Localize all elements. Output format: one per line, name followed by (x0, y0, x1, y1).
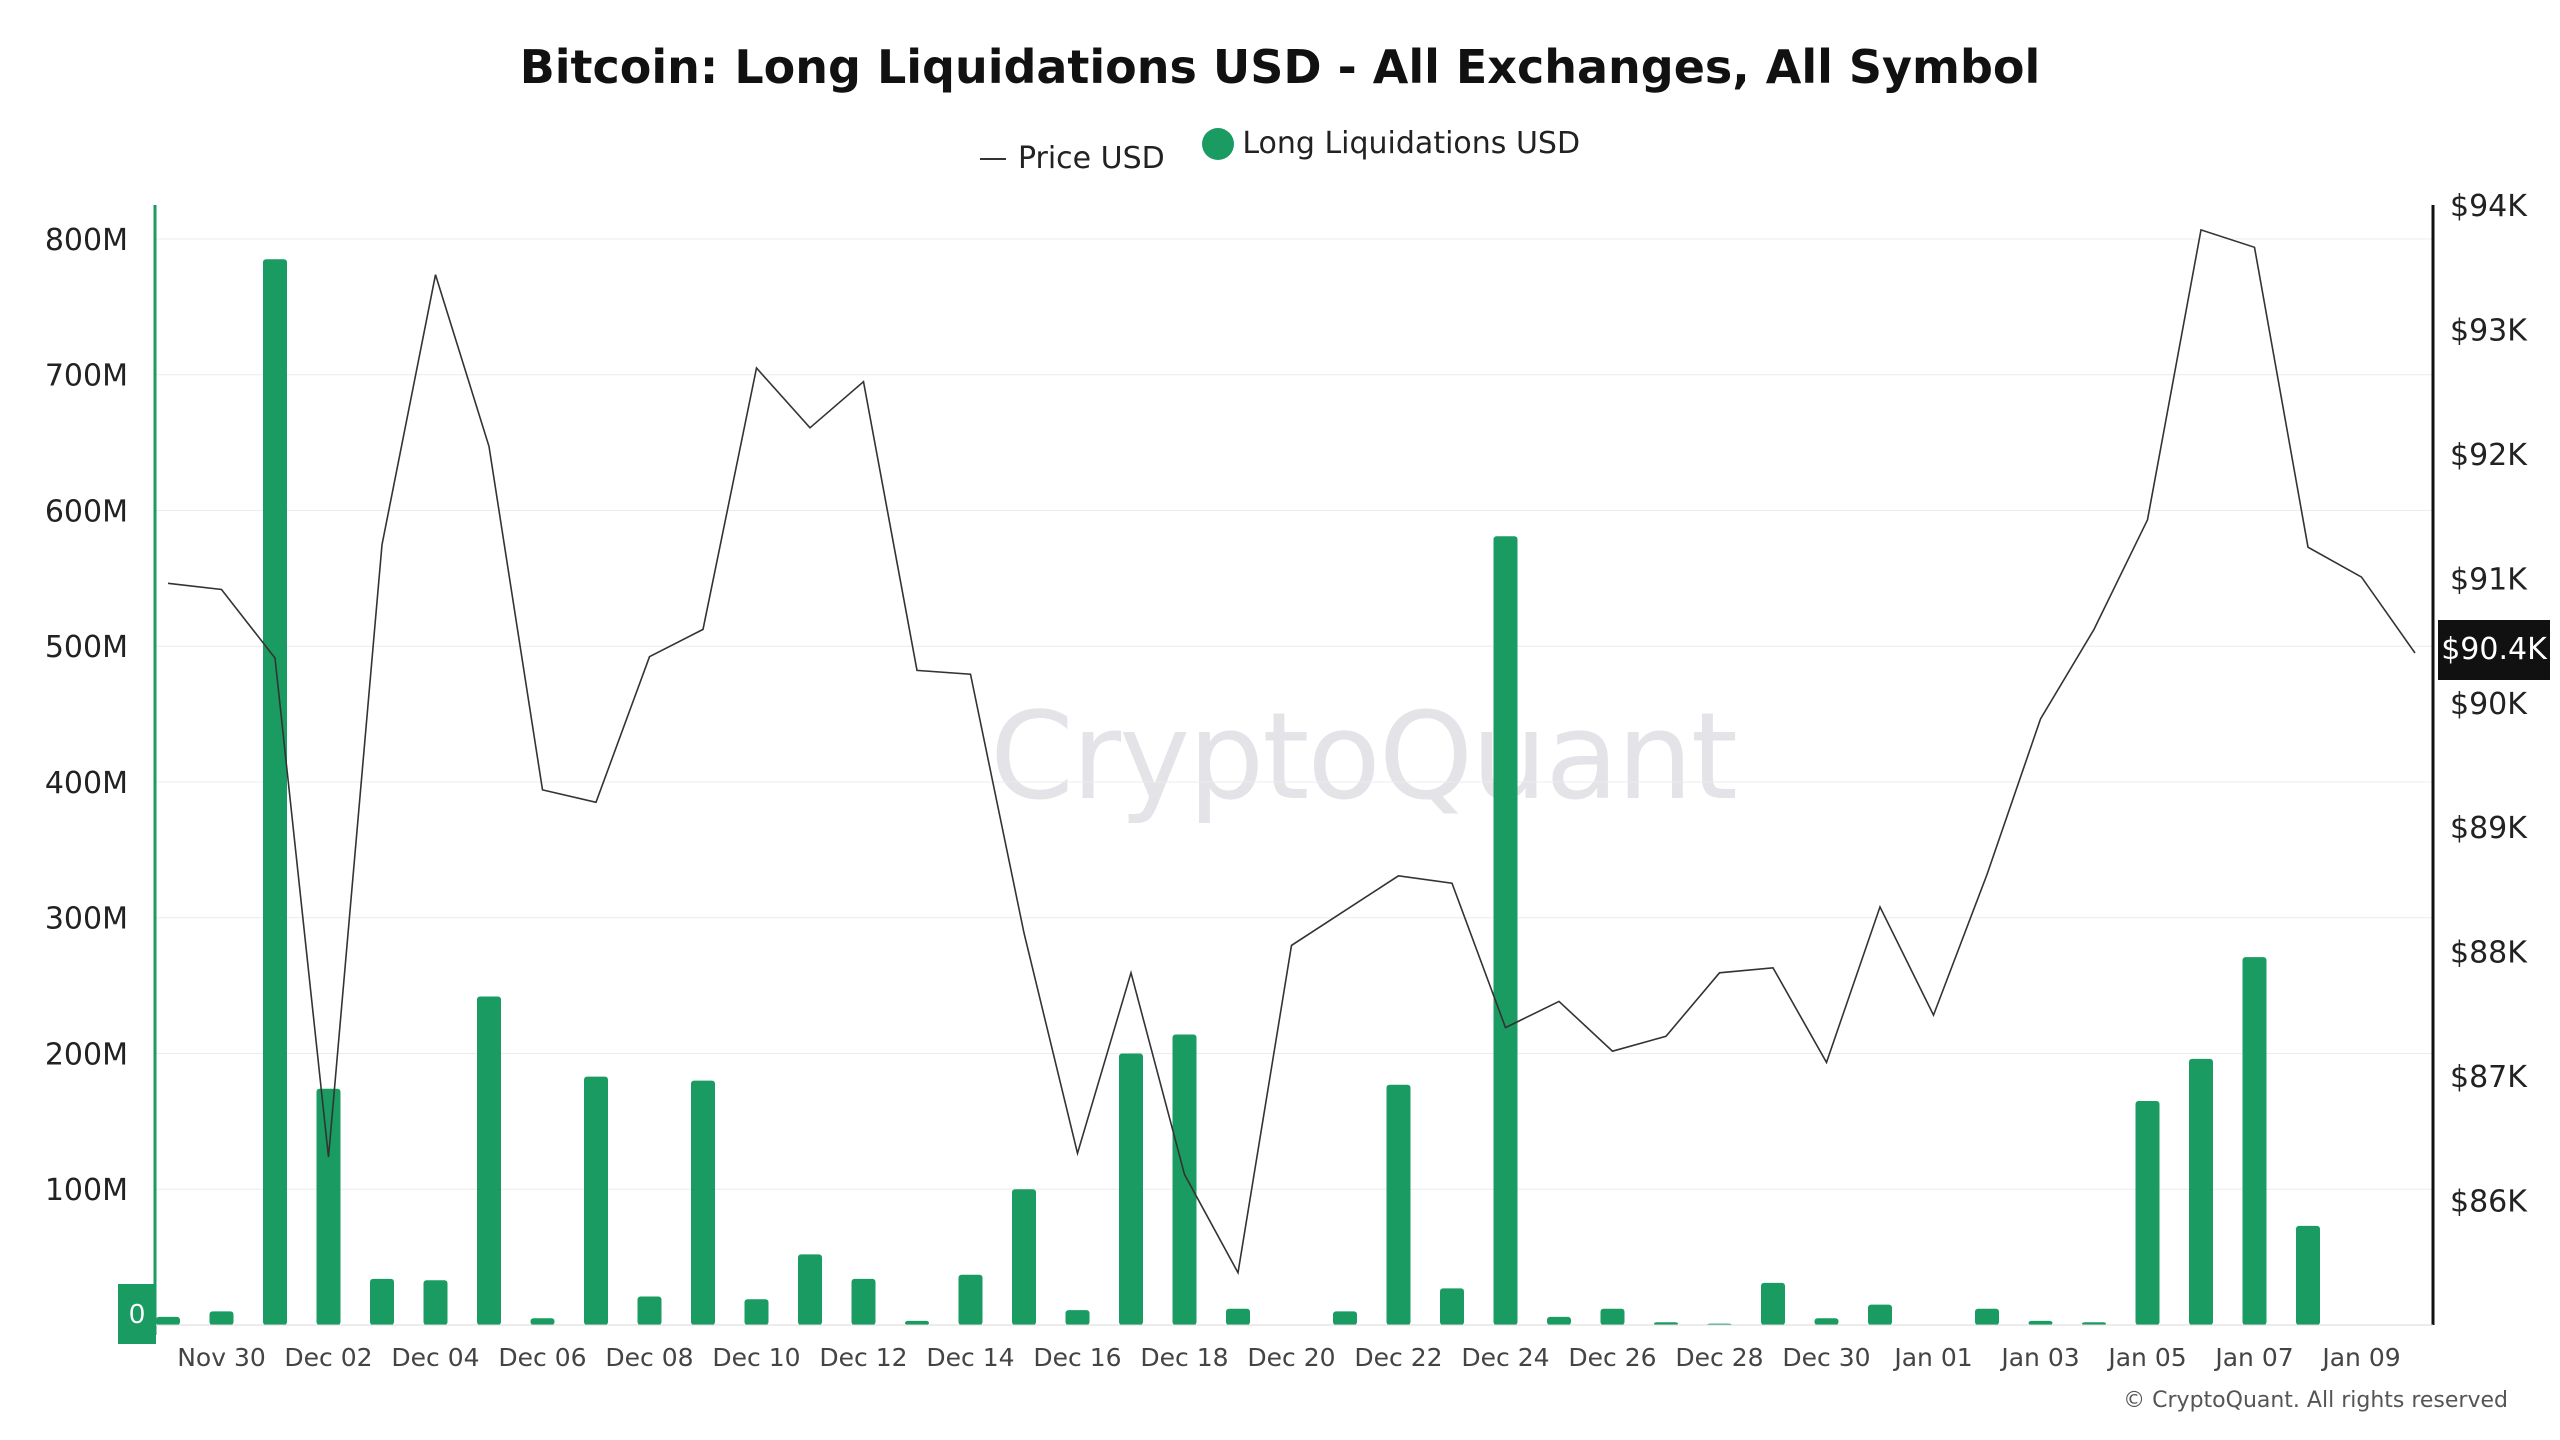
liquidation-bar (905, 1320, 929, 1325)
legend-label-price: Price USD (1017, 141, 1165, 176)
x-tick-label: Jan 09 (2320, 1343, 2400, 1372)
liquidation-bar (1226, 1308, 1250, 1325)
liquidation-bar (1761, 1282, 1785, 1325)
liquidation-bar (2028, 1320, 2053, 1325)
liquidation-bar (156, 1316, 180, 1325)
price-line (167, 228, 2416, 1276)
liquidation-bar (691, 1080, 715, 1325)
liquidation-bar (958, 1274, 983, 1325)
liquidation-bar (1600, 1308, 1625, 1325)
axes (153, 205, 2435, 1335)
legend-label-liquidations: Long Liquidations USD (1242, 126, 1581, 161)
watermark: CryptoQuant (990, 688, 1738, 827)
liquidation-bar (851, 1278, 876, 1325)
legend: Price USD Long Liquidations USD (0, 126, 2560, 176)
liquidation-bar (209, 1311, 234, 1325)
grid-lines (155, 238, 2433, 1190)
liquidation-bar (584, 1076, 608, 1325)
liquidation-bar (1493, 536, 1518, 1325)
liquidation-bar (2135, 1101, 2160, 1325)
price-line-layer (167, 228, 2416, 1276)
y-left-tick-label: 400M (45, 766, 128, 801)
y-right-tick-label: $91K (2450, 562, 2528, 597)
liquidation-bar (423, 1280, 448, 1325)
y-right-tick-label: $92K (2450, 438, 2528, 473)
liquidation-bars (156, 259, 2320, 1326)
x-tick-label: Dec 04 (391, 1343, 479, 1372)
zero-axis-badge: 0 (118, 1284, 156, 1344)
x-tick-label: Dec 18 (1140, 1343, 1228, 1372)
liquidation-bar (1440, 1288, 1464, 1325)
y-right-tick-label: $86K (2450, 1185, 2528, 1220)
y-left-tick-label: 500M (45, 630, 128, 665)
liquidation-bar (2189, 1058, 2213, 1325)
x-tick-label: Dec 12 (819, 1343, 907, 1372)
x-tick-label: Dec 26 (1568, 1343, 1656, 1372)
x-tick-label: Dec 14 (926, 1343, 1014, 1372)
liquidation-bar (1814, 1318, 1839, 1325)
y-left-tick-label: 800M (45, 223, 128, 258)
x-tick-label: Dec 08 (605, 1343, 693, 1372)
x-tick-label: Dec 06 (498, 1343, 586, 1372)
liquidation-bar (637, 1296, 662, 1325)
liquidation-bar (1065, 1310, 1090, 1325)
liquidation-bar (1654, 1322, 1678, 1325)
tick-labels: 100M 200M 300M 400M 500M 600M 700M 800M $86K $87K… (45, 189, 2528, 1372)
y-left-tick-label: 600M (45, 494, 128, 529)
liquidation-bar (2082, 1322, 2106, 1325)
line-swatch-icon (979, 157, 1006, 160)
dot-swatch-icon (1202, 127, 1235, 160)
x-tick-label: Jan 05 (2106, 1343, 2186, 1372)
x-tick-label: Dec 24 (1461, 1343, 1549, 1372)
x-tick-label: Dec 30 (1782, 1343, 1870, 1372)
liquidation-bar (370, 1278, 394, 1325)
current-price-badge: $90.4K (2438, 620, 2550, 680)
y-right-tick-label: $88K (2450, 936, 2528, 971)
liquidation-bar (263, 259, 287, 1326)
liquidation-bar (1172, 1034, 1197, 1325)
y-right-tick-label: $90K (2450, 687, 2528, 722)
y-right-tick-label: $94K (2450, 189, 2528, 224)
x-tick-label: Dec 20 (1247, 1343, 1335, 1372)
liquidation-bar (1975, 1308, 1999, 1325)
liquidation-bar (1386, 1084, 1411, 1325)
x-tick-label: Jan 01 (1892, 1343, 1972, 1372)
y-right-tick-label: $87K (2450, 1060, 2528, 1095)
y-right-tick-label: $93K (2450, 313, 2528, 348)
legend-item-liquidations[interactable]: Long Liquidations USD (1202, 126, 1580, 161)
x-tick-label: Dec 28 (1675, 1343, 1763, 1372)
y-left-tick-label: 300M (45, 902, 128, 937)
liquidation-bar (1119, 1053, 1143, 1325)
copyright-text: © CryptoQuant. All rights reserved (2123, 1388, 2508, 1413)
x-tick-label: Dec 10 (712, 1343, 800, 1372)
liquidation-bar (477, 996, 501, 1325)
x-tick-label: Nov 30 (177, 1343, 266, 1372)
legend-item-price[interactable]: Price USD (979, 141, 1165, 176)
x-tick-label: Dec 22 (1354, 1343, 1442, 1372)
liquidation-bar (530, 1318, 555, 1325)
x-tick-label: Dec 02 (284, 1343, 372, 1372)
x-tick-label: Dec 16 (1033, 1343, 1121, 1372)
liquidation-bar (798, 1254, 822, 1325)
y-right-tick-label: $89K (2450, 811, 2528, 846)
liquidation-bar (316, 1088, 341, 1325)
liquidation-bar (1868, 1304, 1892, 1325)
y-left-tick-label: 200M (45, 1037, 128, 1072)
liquidation-bar (1547, 1316, 1571, 1325)
liquidation-bar (2296, 1225, 2320, 1325)
liquidation-bar (2242, 957, 2267, 1325)
y-left-tick-label: 700M (45, 359, 128, 394)
x-tick-label: Jan 07 (2213, 1343, 2293, 1372)
liquidation-bar (744, 1299, 769, 1325)
x-tick-label: Jan 03 (1999, 1343, 2079, 1372)
liquidation-bar (1012, 1189, 1036, 1325)
y-left-tick-label: 100M (45, 1173, 128, 1208)
chart-title: Bitcoin: Long Liquidations USD - All Exc… (519, 40, 2041, 94)
liquidation-bar (1333, 1311, 1357, 1325)
